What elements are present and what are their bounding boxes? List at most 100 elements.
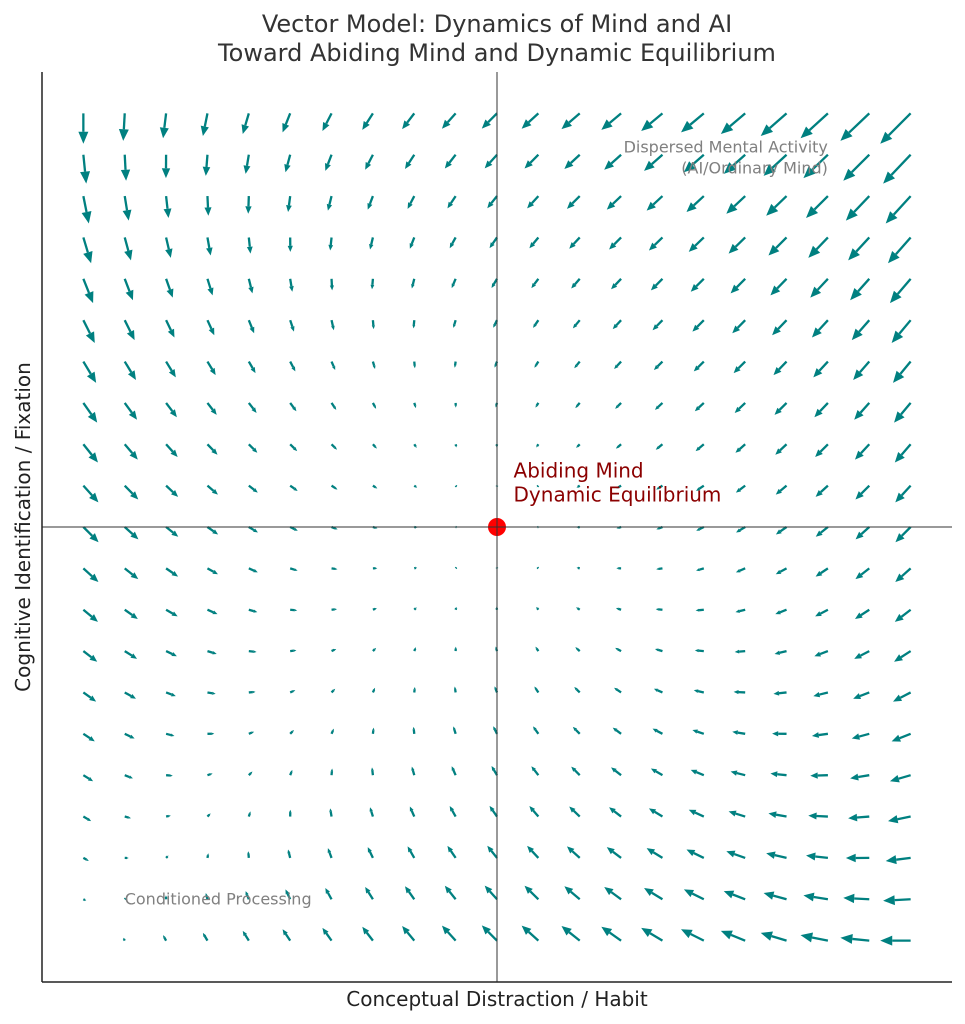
field-arrow (82, 567, 99, 583)
field-arrow (574, 686, 581, 694)
field-arrow (82, 360, 97, 383)
field-arrow (367, 847, 374, 859)
field-arrow (885, 855, 911, 865)
field-arrow (572, 319, 581, 329)
field-arrow (289, 525, 298, 531)
field-arrow (734, 402, 746, 413)
field-arrow (481, 112, 498, 129)
field-arrow (82, 815, 92, 822)
field-arrow (372, 567, 378, 570)
field-arrow (123, 526, 139, 540)
field-arrow (206, 402, 217, 415)
annotation-dispersed-activity: Dispersed Mental Activity (AI/Ordinary Mi… (624, 138, 828, 178)
field-arrow (604, 153, 622, 170)
annotation-line: Abiding Mind (514, 458, 644, 482)
field-arrow (688, 809, 705, 818)
field-arrow (165, 278, 174, 298)
field-arrow (726, 850, 746, 859)
field-arrow (611, 278, 622, 290)
field-arrow (289, 769, 293, 776)
field-arrow (165, 484, 179, 497)
field-arrow (289, 319, 295, 332)
field-arrow (813, 360, 829, 378)
field-arrow (484, 153, 498, 169)
field-arrow (82, 278, 94, 304)
field-arrow (82, 526, 99, 543)
field-arrow (491, 766, 498, 776)
field-arrow (536, 443, 540, 448)
field-arrow (246, 237, 253, 254)
field-arrow (206, 484, 218, 495)
field-arrow (688, 236, 705, 252)
field-arrow (800, 112, 829, 139)
field-arrow (774, 402, 788, 415)
field-arrow (362, 112, 374, 130)
field-arrow (165, 319, 175, 338)
field-arrow (845, 853, 870, 863)
field-arrow (569, 236, 581, 249)
field-arrow (449, 806, 457, 818)
field-arrow (207, 732, 215, 735)
field-arrow (734, 649, 746, 654)
field-arrow (165, 855, 169, 859)
annotation-line: Conditioned Processing (125, 889, 312, 908)
field-arrow (372, 607, 377, 611)
field-arrow (441, 112, 457, 129)
field-arrow (652, 319, 664, 331)
field-arrow (521, 112, 540, 129)
field-arrow (773, 360, 788, 376)
field-arrow (772, 319, 788, 336)
field-arrow (202, 932, 209, 942)
field-arrow (444, 885, 457, 900)
field-arrow (206, 567, 218, 575)
field-arrow (165, 608, 178, 617)
field-arrow (614, 687, 622, 694)
field-arrow (774, 649, 787, 655)
field-arrow (655, 402, 664, 410)
field-arrow (614, 360, 622, 369)
field-arrow (576, 443, 581, 448)
field-arrow (165, 774, 173, 777)
field-arrow (282, 929, 292, 942)
field-arrow (163, 195, 172, 218)
field-arrow (815, 526, 829, 537)
field-arrow (248, 608, 258, 613)
field-arrow (895, 526, 912, 543)
field-arrow (768, 236, 788, 256)
field-arrow (531, 278, 540, 289)
field-arrow (290, 649, 297, 653)
field-arrow (82, 691, 97, 702)
field-arrow (601, 926, 622, 942)
field-arrow (449, 236, 457, 249)
field-arrow (880, 935, 911, 946)
field-arrow (683, 153, 705, 173)
field-arrow (853, 360, 871, 380)
field-arrow (775, 443, 788, 455)
field-arrow (454, 402, 457, 408)
field-arrow (78, 113, 89, 144)
field-arrow (692, 729, 705, 735)
field-arrow (566, 195, 581, 209)
field-arrow (732, 730, 746, 735)
field-arrow (723, 153, 746, 174)
field-arrow (693, 689, 705, 694)
field-arrow (200, 113, 209, 137)
field-arrow (123, 278, 134, 301)
field-arrow (535, 402, 540, 408)
field-arrow (451, 278, 457, 289)
field-arrow (411, 766, 416, 776)
field-arrow (118, 113, 129, 141)
field-arrow (365, 886, 374, 900)
field-arrow (287, 849, 292, 859)
field-arrow (766, 195, 788, 216)
field-arrow (644, 153, 664, 171)
field-arrow (606, 195, 622, 210)
field-arrow (123, 402, 138, 420)
field-arrow (612, 727, 622, 735)
field-arrow (760, 112, 788, 137)
annotation-abiding-mind: Abiding Mind Dynamic Equilibrium (514, 458, 722, 506)
field-arrow (413, 443, 417, 448)
field-arrow (735, 484, 746, 493)
field-arrow (82, 237, 93, 264)
